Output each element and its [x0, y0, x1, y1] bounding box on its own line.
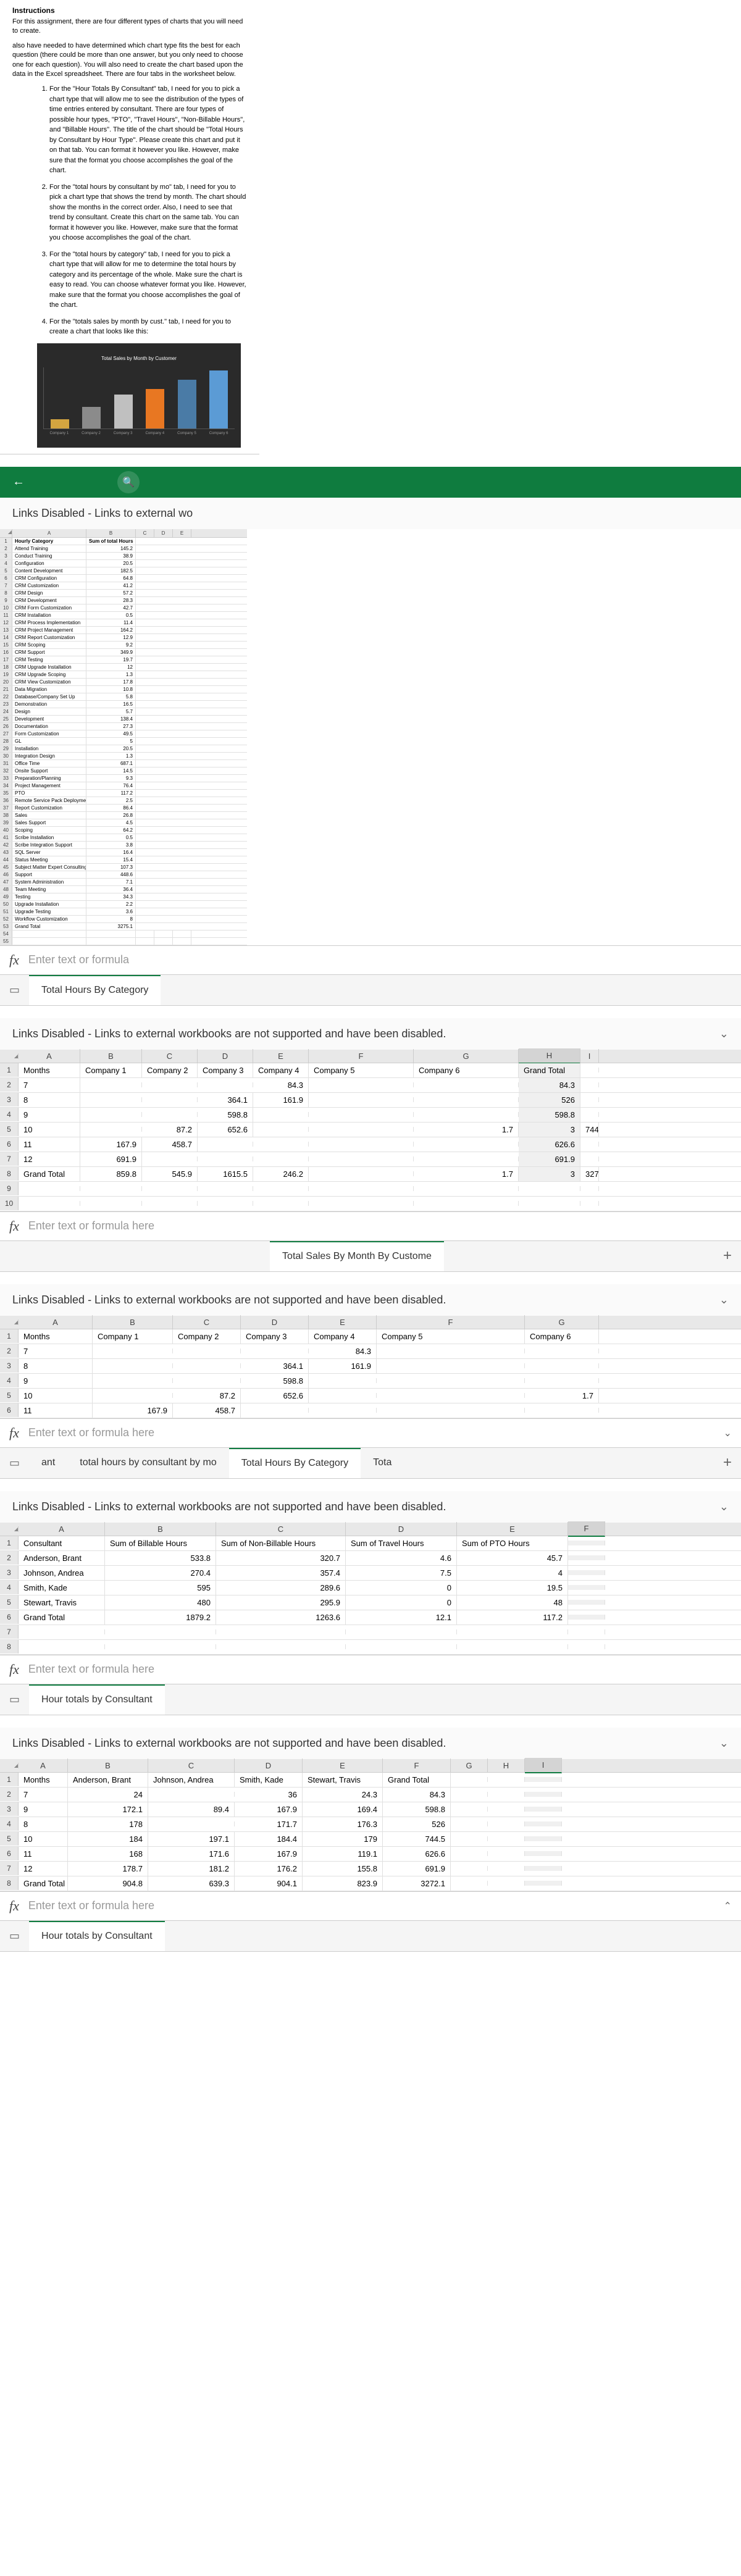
formula-input[interactable]: Enter text or formula here [28, 1426, 724, 1439]
fx-icon: fx [9, 1218, 19, 1234]
banner-text: Links Disabled - Links to external workb… [12, 1027, 446, 1040]
sheets-icon[interactable]: ▭ [0, 984, 29, 997]
formula-bar-2[interactable]: fx Enter text or formula here [0, 1211, 741, 1240]
formula-input[interactable]: Enter text or formula here [28, 1219, 732, 1232]
fx-icon: fx [9, 1662, 19, 1678]
chart-bars [43, 367, 235, 429]
back-arrow-icon[interactable]: ← [6, 475, 31, 489]
months-spreadsheet[interactable]: ◢ABCDEFG1MonthsCompany 1Company 2Company… [0, 1316, 741, 1418]
banner-text: Links Disabled - Links to external workb… [12, 1500, 446, 1513]
category-spreadsheet[interactable]: ◢ABCDE1Hourly CategorySum of total Hours… [0, 529, 247, 945]
instruction-2: For the "total hours by consultant by mo… [49, 182, 247, 243]
expand-icon[interactable]: ⌃ [724, 1900, 732, 1912]
sales-by-month-spreadsheet[interactable]: ◢ABCDEFGHI1MonthsCompany 1Company 2Compa… [0, 1050, 741, 1211]
tab-bar-1: ▭ Total Hours By Category [0, 974, 741, 1005]
collapse-icon[interactable]: ⌄ [724, 1427, 732, 1439]
instructions-list: For the "Hour Totals By Consultant" tab,… [12, 84, 247, 337]
instruction-1: For the "Hour Totals By Consultant" tab,… [49, 84, 247, 176]
chart-title: Total Sales by Month by Customer [43, 356, 235, 361]
tab-hour-totals[interactable]: Hour totals by Consultant [29, 1921, 165, 1951]
tab-ant[interactable]: ant [29, 1448, 67, 1478]
fx-icon: fx [9, 1898, 19, 1914]
tab-hours-by-consultant-mo[interactable]: total hours by consultant by mo [67, 1448, 228, 1478]
banner-text: Links Disabled - Links to external wo [12, 507, 193, 520]
formula-bar-1[interactable]: fx Enter text or formula [0, 945, 741, 974]
sheet-5-section: Links Disabled - Links to external workb… [0, 1728, 741, 1952]
sheets-icon[interactable]: ▭ [0, 1930, 29, 1942]
banner-close-icon[interactable]: ⌄ [719, 1500, 729, 1513]
links-disabled-banner-3: Links Disabled - Links to external workb… [0, 1284, 741, 1316]
instruction-4: For the "totals sales by month by cust."… [49, 317, 247, 337]
sample-chart: Total Sales by Month by Customer Company… [37, 343, 241, 448]
banner-text: Links Disabled - Links to external workb… [12, 1294, 446, 1307]
search-icon: 🔍 [122, 476, 135, 488]
chart-labels: Company 1Company 2Company 3Company 4Comp… [43, 432, 235, 435]
add-tab-icon[interactable]: + [714, 1454, 741, 1471]
sheets-icon[interactable]: ▭ [0, 1457, 29, 1470]
formula-bar-4[interactable]: fx Enter text or formula here [0, 1655, 741, 1684]
tab-total-hours-category[interactable]: Total Hours By Category [229, 1448, 361, 1478]
formula-bar-3[interactable]: fx Enter text or formula here ⌄ [0, 1418, 741, 1447]
instructions-title: Instructions [12, 6, 247, 15]
excel-app-header: ← 🔍 [0, 467, 741, 498]
banner-close-icon[interactable]: ⌄ [719, 1294, 729, 1307]
links-disabled-banner-5: Links Disabled - Links to external workb… [0, 1728, 741, 1759]
tab-hour-totals[interactable]: Hour totals by Consultant [29, 1684, 165, 1715]
links-disabled-banner-2: Links Disabled - Links to external workb… [0, 1018, 741, 1050]
instructions-panel: Instructions For this assignment, there … [0, 0, 259, 454]
links-disabled-banner-4: Links Disabled - Links to external workb… [0, 1491, 741, 1523]
months-consultant-spreadsheet[interactable]: ◢ABCDEFGHI1MonthsAnderson, BrantJohnson,… [0, 1759, 741, 1891]
sheet-4-section: Links Disabled - Links to external workb… [0, 1491, 741, 1715]
sheet-2-section: Links Disabled - Links to external workb… [0, 1018, 741, 1272]
links-disabled-banner: Links Disabled - Links to external wo [0, 498, 741, 529]
tab-tota[interactable]: Tota [361, 1448, 404, 1478]
intro-text-1: For this assignment, there are four diff… [12, 17, 247, 36]
banner-close-icon[interactable]: ⌄ [719, 1737, 729, 1750]
fx-icon: fx [9, 952, 19, 968]
instruction-3: For the "total hours by category" tab, I… [49, 249, 247, 311]
banner-close-icon[interactable]: ⌄ [719, 1027, 729, 1040]
sheets-icon[interactable]: ▭ [0, 1693, 29, 1706]
formula-input[interactable]: Enter text or formula here [28, 1663, 732, 1676]
formula-input[interactable]: Enter text or formula [28, 953, 732, 966]
sheet-1-section: Links Disabled - Links to external wo ◢A… [0, 498, 741, 1006]
sheet-3-section: Links Disabled - Links to external workb… [0, 1284, 741, 1479]
banner-text: Links Disabled - Links to external workb… [12, 1737, 446, 1750]
intro-text-2: also have needed to have determined whic… [12, 41, 247, 80]
tab-bar-4: ▭ Hour totals by Consultant [0, 1684, 741, 1715]
tab-total-hours-category[interactable]: Total Hours By Category [29, 975, 161, 1005]
tab-bar-5: ▭ Hour totals by Consultant [0, 1920, 741, 1951]
tab-bar-2: Total Sales By Month By Custome + [0, 1240, 741, 1271]
fx-icon: fx [9, 1425, 19, 1441]
formula-bar-5[interactable]: fx Enter text or formula here ⌃ [0, 1891, 741, 1920]
formula-input[interactable]: Enter text or formula here [28, 1899, 724, 1912]
tab-sales-by-month[interactable]: Total Sales By Month By Custome [270, 1241, 444, 1271]
tab-bar-3: ▭ ant total hours by consultant by mo To… [0, 1447, 741, 1478]
hour-totals-spreadsheet[interactable]: ◢ABCDEF1ConsultantSum of Billable HoursS… [0, 1523, 741, 1655]
search-button[interactable]: 🔍 [117, 471, 140, 493]
add-tab-icon[interactable]: + [714, 1247, 741, 1265]
